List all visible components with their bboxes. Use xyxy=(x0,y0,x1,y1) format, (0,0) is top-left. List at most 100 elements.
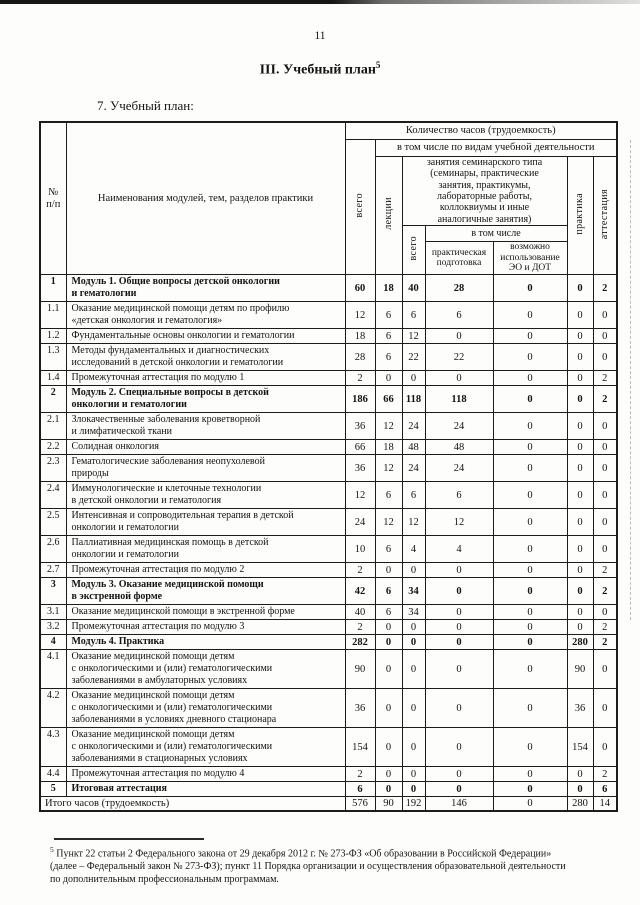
cell-praktika: 0 xyxy=(566,439,594,455)
cell-prakt-podgotovka: 4 xyxy=(424,535,494,563)
header-attestation: аттестация xyxy=(592,156,618,275)
cell-attestaciya: 2 xyxy=(592,634,618,650)
cell-eo-dot: 0 xyxy=(492,619,568,635)
table-row: 1.1 Оказание медицинской помощи детям по … xyxy=(39,301,618,329)
row-number: 1.3 xyxy=(39,343,67,371)
total-prakt-podgotovka: 146 xyxy=(424,796,494,812)
table-row: 4 Модуль 4. Практика 282 0 0 0 0 280 2 xyxy=(39,634,618,650)
cell-eo-dot: 0 xyxy=(492,274,568,302)
row-number: 3.1 xyxy=(39,604,67,620)
header-total-label: всего xyxy=(354,193,366,218)
cell-eo-dot: 0 xyxy=(492,781,568,797)
cell-praktika: 0 xyxy=(566,619,594,635)
cell-attestaciya: 0 xyxy=(592,343,618,371)
cell-eo-dot: 0 xyxy=(492,481,568,509)
row-number: 1.2 xyxy=(39,328,67,344)
table-row: 4.3 Оказание медицинской помощи детям с о… xyxy=(39,727,618,767)
cell-praktika: 0 xyxy=(566,508,594,536)
row-name: Оказание медицинской помощи детям с онко… xyxy=(65,727,346,767)
row-number: 4.4 xyxy=(39,766,67,782)
cell-prakt-podgotovka: 0 xyxy=(424,634,494,650)
cell-praktika: 0 xyxy=(566,604,594,620)
row-name: Методы фундаментальных и диагностических… xyxy=(65,343,346,371)
row-name: Оказание медицинской помощи детям по про… xyxy=(65,301,346,329)
cell-vsego: 282 xyxy=(344,634,376,650)
cell-vsego: 40 xyxy=(344,604,376,620)
cell-vsego: 186 xyxy=(344,385,376,413)
cell-lekcii: 18 xyxy=(374,274,403,302)
cell-eo-dot: 0 xyxy=(492,328,568,344)
cell-zst-vsego: 12 xyxy=(401,508,426,536)
cell-attestaciya: 0 xyxy=(592,301,618,329)
cell-praktika: 0 xyxy=(566,535,594,563)
cell-lekcii: 6 xyxy=(374,301,403,329)
table-row: 2.7 Промежуточная аттестация по модулю 2 2… xyxy=(39,562,618,578)
cell-attestaciya: 0 xyxy=(592,412,618,440)
header-seminar-total-label: всего xyxy=(407,236,419,261)
table-body: 1 Модуль 1. Общие вопросы детской онколог… xyxy=(39,274,618,812)
header-seminar-including: в том числе xyxy=(424,225,568,242)
header-seminar-group-label: занятия семинарского типа (семинары, пра… xyxy=(426,157,543,225)
row-name: Злокачественные заболевания кроветворной… xyxy=(65,412,346,440)
table-row: 2.4 Иммунологические и клеточные технолог… xyxy=(39,481,618,509)
row-name: Фундаментальные основы онкологии и гемат… xyxy=(65,328,346,344)
row-number: 4.2 xyxy=(39,688,67,728)
cell-eo-dot: 0 xyxy=(492,727,568,767)
cell-zst-vsego: 118 xyxy=(401,385,426,413)
cell-zst-vsego: 0 xyxy=(401,688,426,728)
cell-praktika: 0 xyxy=(566,343,594,371)
cell-praktika: 0 xyxy=(566,562,594,578)
cell-attestaciya: 0 xyxy=(592,508,618,536)
cell-vsego: 2 xyxy=(344,370,376,386)
header-seminar-total: всего xyxy=(401,225,426,275)
cell-vsego: 90 xyxy=(344,649,376,689)
header-practice-label: практика xyxy=(574,193,586,235)
row-name: Промежуточная аттестация по модулю 1 xyxy=(65,370,346,386)
row-number: 2.7 xyxy=(39,562,67,578)
row-number: 1 xyxy=(39,274,67,302)
cell-prakt-podgotovka: 6 xyxy=(424,301,494,329)
cell-eo-dot: 0 xyxy=(492,562,568,578)
row-number: 2.1 xyxy=(39,412,67,440)
cell-attestaciya: 0 xyxy=(592,481,618,509)
table-row: 1.2 Фундаментальные основы онкологии и ге… xyxy=(39,328,618,344)
cell-lekcii: 6 xyxy=(374,343,403,371)
cell-zst-vsego: 0 xyxy=(401,727,426,767)
cell-eo-dot: 0 xyxy=(492,604,568,620)
cell-zst-vsego: 0 xyxy=(401,370,426,386)
cell-praktika: 280 xyxy=(566,634,594,650)
cell-prakt-podgotovka: 0 xyxy=(424,562,494,578)
cell-vsego: 6 xyxy=(344,781,376,797)
header-attestation-label: аттестация xyxy=(599,188,611,239)
row-number: 5 xyxy=(39,781,67,797)
cell-vsego: 12 xyxy=(344,301,376,329)
footnote-separator xyxy=(54,838,204,840)
cell-prakt-podgotovka: 0 xyxy=(424,649,494,689)
cell-zst-vsego: 34 xyxy=(401,577,426,605)
table-row: 2.1 Злокачественные заболевания кроветвор… xyxy=(39,412,618,440)
row-name: Промежуточная аттестация по модулю 2 xyxy=(65,562,346,578)
row-name: Оказание медицинской помощи детям с онко… xyxy=(65,649,346,689)
cell-attestaciya: 2 xyxy=(592,562,618,578)
cell-eo-dot: 0 xyxy=(492,439,568,455)
total-attestaciya: 14 xyxy=(592,796,618,812)
cell-attestaciya: 0 xyxy=(592,454,618,482)
row-number: 3 xyxy=(39,577,67,605)
cell-attestaciya: 0 xyxy=(592,439,618,455)
table-row: 2 Модуль 2. Специальные вопросы в детской… xyxy=(39,385,618,413)
cell-eo-dot: 0 xyxy=(492,688,568,728)
cell-praktika: 0 xyxy=(566,412,594,440)
cell-eo-dot: 0 xyxy=(492,535,568,563)
cell-vsego: 24 xyxy=(344,508,376,536)
header-seminar-group: занятия семинарского типа (семинары, пра… xyxy=(401,156,568,226)
cell-attestaciya: 2 xyxy=(592,274,618,302)
cell-prakt-podgotovka: 118 xyxy=(424,385,494,413)
cell-zst-vsego: 6 xyxy=(401,481,426,509)
scan-artifact-top-edge xyxy=(0,0,640,4)
cell-attestaciya: 0 xyxy=(592,604,618,620)
cell-lekcii: 0 xyxy=(374,781,403,797)
cell-zst-vsego: 24 xyxy=(401,454,426,482)
cell-eo-dot: 0 xyxy=(492,634,568,650)
cell-zst-vsego: 48 xyxy=(401,439,426,455)
